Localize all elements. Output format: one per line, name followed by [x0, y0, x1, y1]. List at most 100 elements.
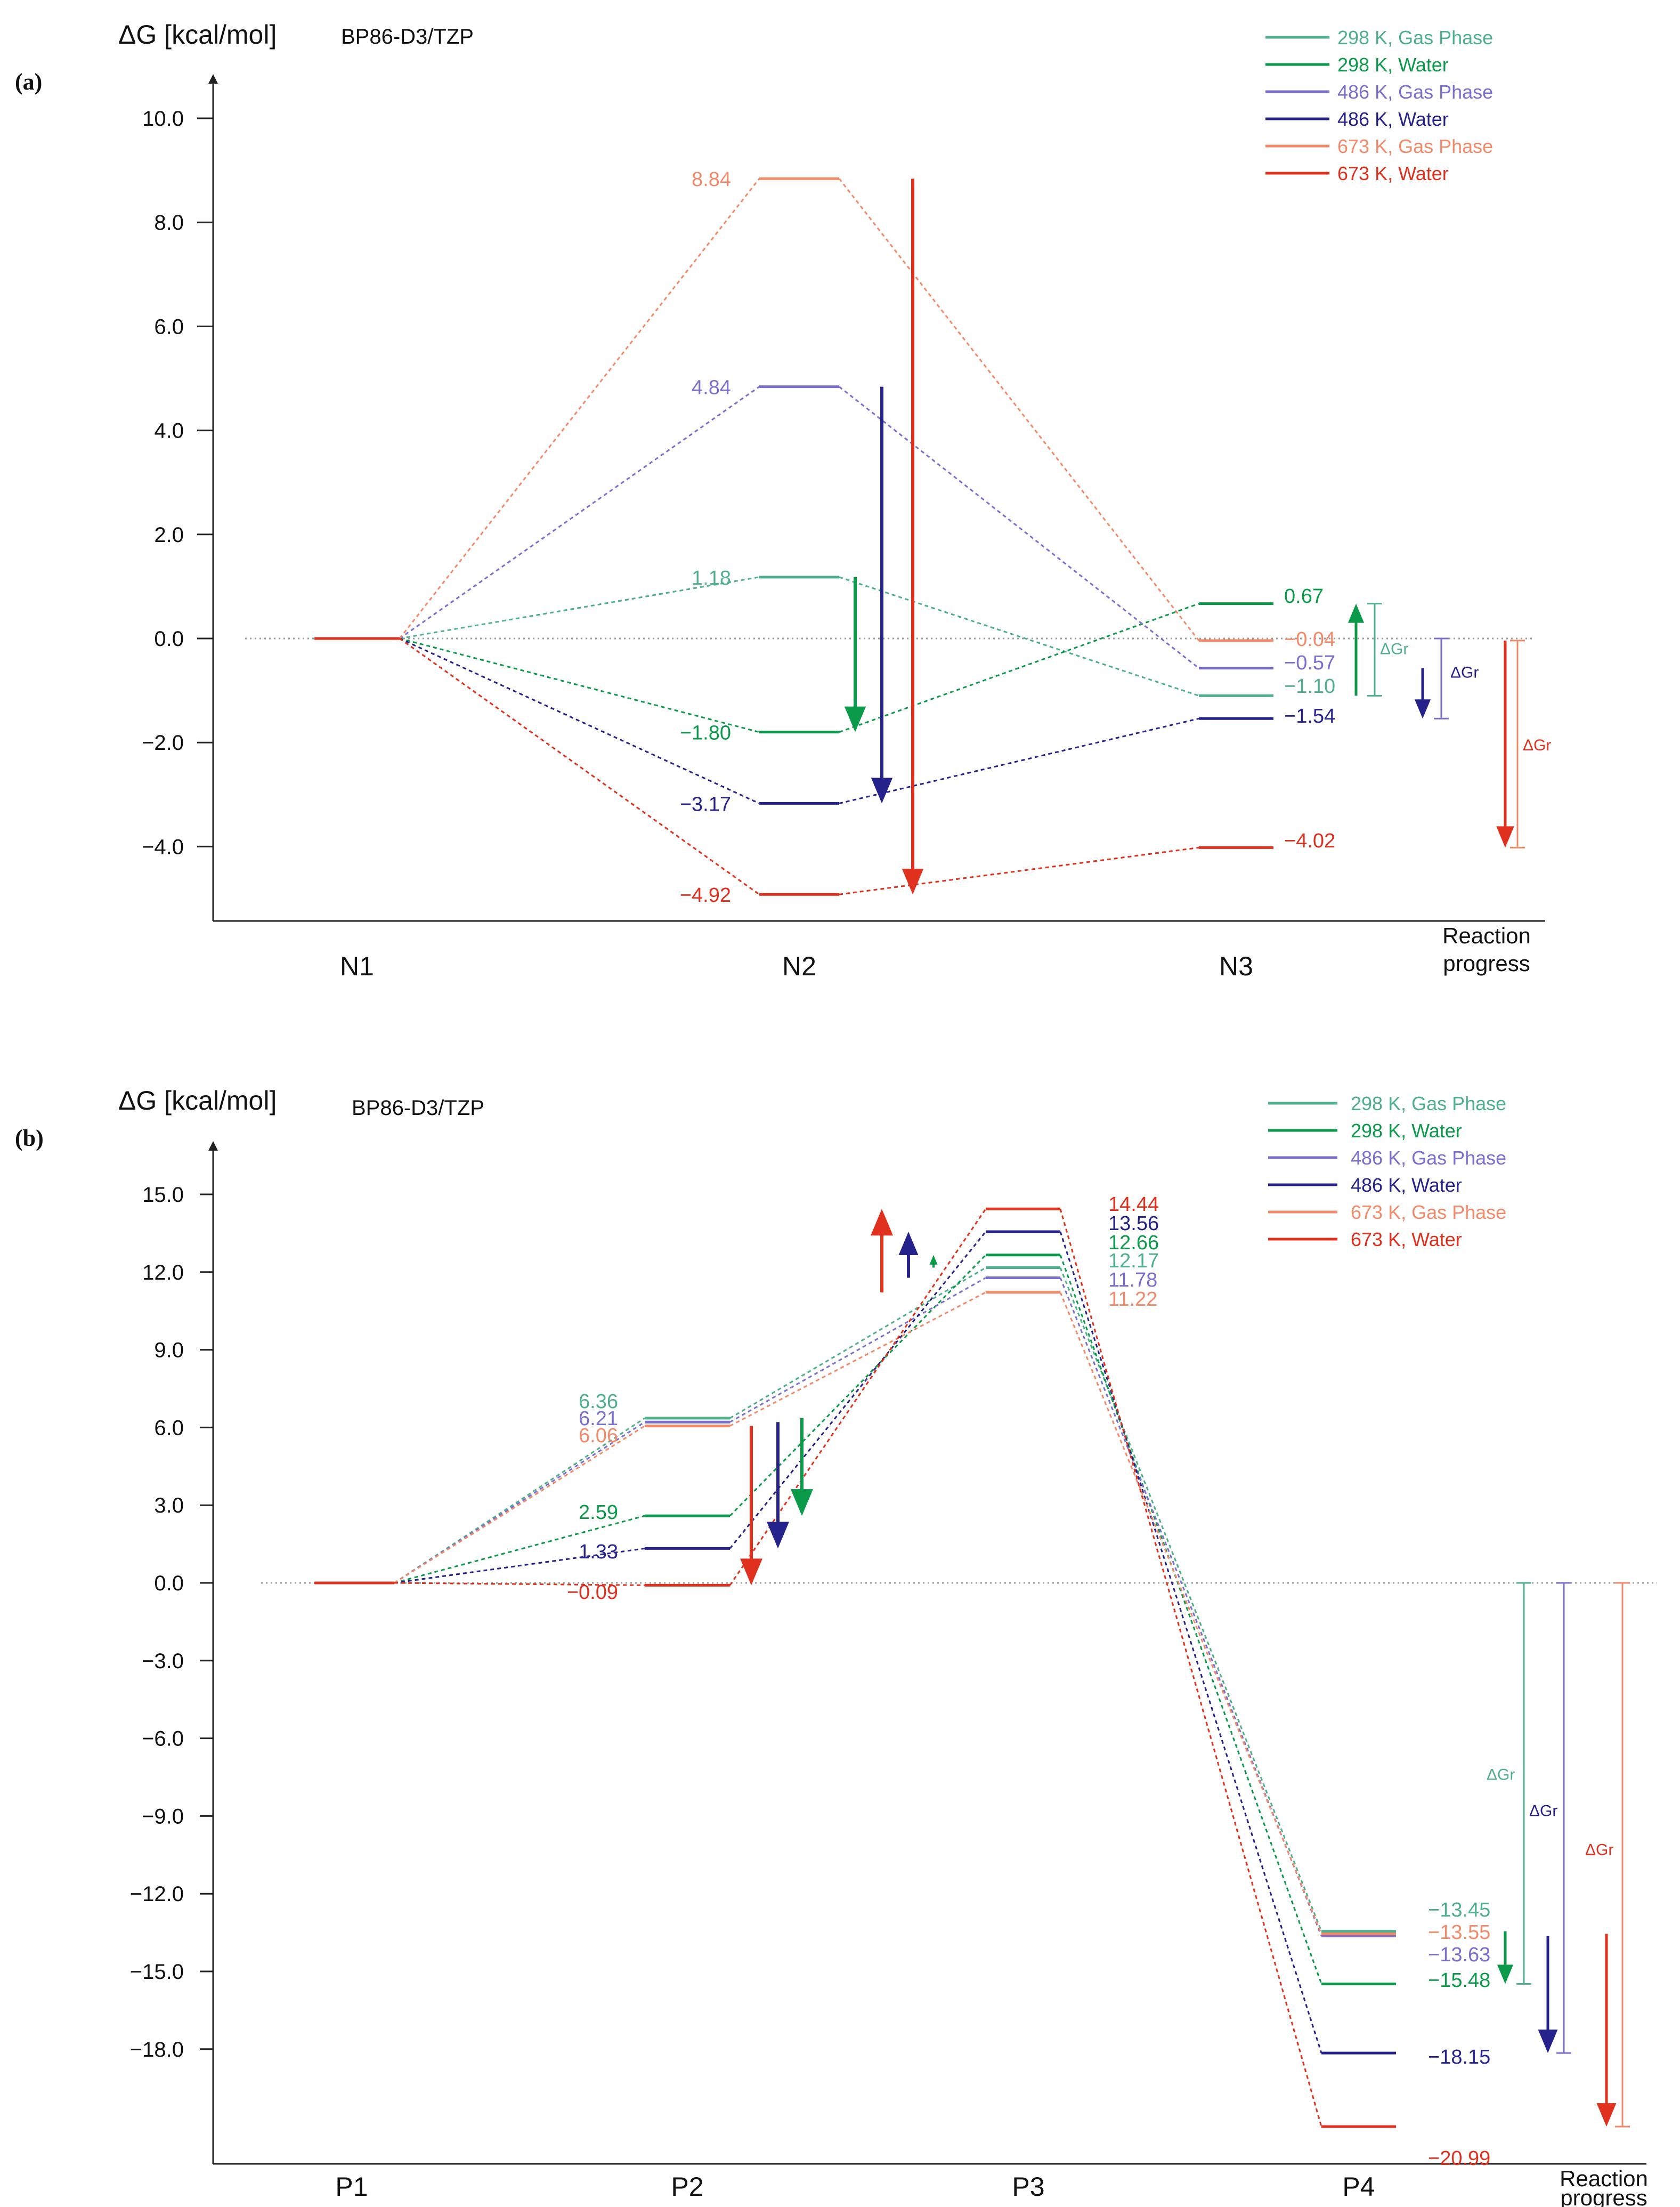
- panel-a-connector: [839, 846, 1199, 895]
- panel-b-y-tick-label: 9.0: [154, 1339, 184, 1362]
- panel-a-x-axis-title-line1: Reaction: [1442, 923, 1531, 948]
- panel-b-connector: [1059, 1277, 1322, 1936]
- panel-b-y-tick-label: −12.0: [130, 1882, 184, 1906]
- panel-b-value-label-P4: −18.15: [1428, 2046, 1490, 2068]
- panel-b-category-label: P1: [335, 2172, 368, 2202]
- panel-a-connector: [399, 637, 760, 804]
- panel-a-legend-label: 673 K, Water: [1337, 163, 1449, 184]
- panel-b-connector: [394, 1547, 645, 1584]
- panel-b-arrow-673-water-down-head: [740, 1558, 762, 1586]
- panel-a-value-label-N3: −1.10: [1284, 675, 1335, 698]
- panel-a-y-tick-label: 2.0: [154, 523, 184, 547]
- panel-b-value-label-P4: −13.55: [1428, 1921, 1490, 1944]
- panel-b-method-label: BP86-D3/TZP: [352, 1096, 484, 1120]
- panel-a-dgr-label-673: ΔGr: [1523, 737, 1551, 754]
- panel-b-value-labels: 6.366.216.06 2.59 1.33 −0.09 14.4413.5612.66…: [567, 1193, 1490, 2170]
- panel-a-legend-label: 486 K, Water: [1337, 108, 1449, 130]
- panel-b-arrow-298-water-up-head: [929, 1255, 938, 1265]
- panel-b-value-label-P4: −20.99: [1428, 2147, 1490, 2170]
- panel-b-arrow-298-water-down-head: [791, 1489, 813, 1516]
- panel-a-categories: N1 N2 N3: [340, 951, 1253, 981]
- panel-b-value-label-P3: 12.66: [1108, 1232, 1159, 1254]
- panel-a-connector: [839, 576, 1199, 697]
- panel-a-dgr-arrow-298-head: [1348, 603, 1365, 623]
- panel-b-value-label-P4: −13.45: [1428, 1899, 1490, 1921]
- panel-a-y-tick-label: −2.0: [142, 731, 184, 755]
- panel-b-connector: [1059, 1255, 1322, 1984]
- panel-a-arrows: ΔGr ΔGr ΔGr: [844, 179, 1551, 895]
- panel-b-arrow-486-water-down-head: [767, 1522, 789, 1549]
- panel-a-value-label-N2: −1.80: [680, 722, 731, 745]
- panel-a-category-label: N1: [340, 951, 374, 981]
- panel-b-connector: [394, 1515, 645, 1584]
- panel-b-connector: [729, 1277, 986, 1423]
- panel-b-legend-label: 673 K, Gas Phase: [1351, 1201, 1506, 1223]
- panel-a-dgr-label-486: ΔGr: [1450, 664, 1479, 681]
- panel-a-connector: [399, 576, 760, 640]
- panel-b-arrows: ΔGr ΔGr ΔGr: [740, 1209, 1630, 2128]
- panel-b-connector: [1059, 1208, 1322, 2127]
- panel-a-y-tick-label: 6.0: [154, 315, 184, 338]
- panel-a-connector: [399, 178, 760, 639]
- panel-b-value-label-P3: 11.22: [1108, 1288, 1157, 1311]
- panel-b-label: (b): [15, 1125, 44, 1151]
- panel-a-connector: [399, 386, 760, 640]
- panel-b-levels: [314, 1207, 1396, 2128]
- panel-a-value-label-N3: −1.54: [1284, 705, 1335, 727]
- panel-b-y-tick-label: −6.0: [142, 1727, 184, 1751]
- panel-b-legend-label: 298 K, Gas Phase: [1351, 1093, 1506, 1114]
- panel-b-dgr-label-673: ΔGr: [1585, 1841, 1613, 1859]
- panel-b-arrow-486-water-up-head: [898, 1231, 919, 1255]
- panel-b-y-tick-label: 3.0: [154, 1494, 184, 1517]
- panel-b-category-label: P3: [1012, 2172, 1044, 2202]
- panel-b-value-label-P3: 12.17: [1108, 1250, 1159, 1272]
- panel-b-connector: [394, 1425, 645, 1584]
- panel-a-value-label-N2: −3.17: [680, 793, 731, 815]
- panel-b-y-tick-label: −15.0: [130, 1960, 184, 1984]
- panel-b-legend-label: 673 K, Water: [1351, 1228, 1462, 1250]
- panel-b-dgr-arrow-673-head: [1596, 2103, 1617, 2127]
- panel-b-y-tick-label: 12.0: [142, 1261, 184, 1284]
- panel-a-connector: [399, 637, 760, 895]
- panel-b-value-label-P3: 14.44: [1108, 1193, 1159, 1216]
- panel-a-levels: [314, 177, 1273, 896]
- panel-b-value-label-P4: −13.63: [1428, 1944, 1490, 1966]
- panel-a-arrow-486-water-head: [871, 778, 893, 804]
- panel-a-value-label-N3: −0.57: [1284, 652, 1335, 674]
- panel-b-legend: 298 K, Gas Phase 298 K, Water 486 K, Gas P…: [1268, 1093, 1506, 1250]
- panel-b-value-label-P2: 1.33: [579, 1541, 618, 1563]
- panel-b-dgr-label-298: ΔGr: [1487, 1766, 1515, 1784]
- panel-b-dgr-label-486: ΔGr: [1529, 1802, 1557, 1820]
- panel-b-value-label-P2: −0.09: [567, 1581, 618, 1604]
- panel-b-y-tick-label: 0.0: [154, 1572, 184, 1595]
- panel-b-arrow-673-water-up-head: [871, 1209, 893, 1236]
- panel-b: (b) ΔG [kcal/mol] BP86-D3/TZP −18.0 −15.0…: [15, 1086, 1657, 2207]
- panel-b-y-tick-label: −9.0: [142, 1805, 184, 1828]
- panel-b-y-tick-label: 15.0: [142, 1183, 184, 1207]
- panel-a-x-axis-title-line2: progress: [1443, 951, 1530, 976]
- panel-b-connector: [1059, 1267, 1322, 1932]
- panel-a-dgr-arrow-486-head: [1414, 699, 1431, 719]
- panel-b-category-label: P2: [671, 2172, 703, 2202]
- panel-b-connectors: [394, 1208, 1322, 2127]
- panel-b-connector: [729, 1254, 987, 1517]
- panel-a-y-tick-label: 4.0: [154, 419, 184, 443]
- panel-b-legend-label: 298 K, Water: [1351, 1120, 1462, 1142]
- panel-a-y-ticks: −4.0 −2.0 0.0 2.0 4.0 6.0 8.0 10.0: [142, 107, 213, 859]
- panel-b-category-label: P4: [1342, 2172, 1375, 2202]
- panel-b-value-label-P3: 13.56: [1108, 1212, 1159, 1235]
- panel-a: (a) ΔG [kcal/mol] BP86-D3/TZP −4.0 −2.0 0.…: [15, 20, 1551, 981]
- panel-b-connector: [394, 1582, 645, 1586]
- panel-a-legend-label: 298 K, Gas Phase: [1337, 27, 1493, 48]
- panel-b-connector: [729, 1291, 986, 1427]
- panel-b-value-label-P2: 6.21: [579, 1408, 618, 1430]
- panel-a-y-tick-label: 8.0: [154, 211, 184, 235]
- panel-a-legend-label: 486 K, Gas Phase: [1337, 81, 1493, 103]
- panel-a-value-label-N3: −0.04: [1284, 628, 1335, 651]
- panel-b-value-label-P3: 11.78: [1108, 1269, 1157, 1291]
- panel-a-legend-label: 298 K, Water: [1337, 54, 1449, 76]
- panel-a-y-tick-label: 10.0: [142, 107, 184, 131]
- panel-a-connector: [839, 603, 1199, 733]
- panel-a-connector: [839, 386, 1199, 669]
- panel-b-connector: [1059, 1292, 1322, 1935]
